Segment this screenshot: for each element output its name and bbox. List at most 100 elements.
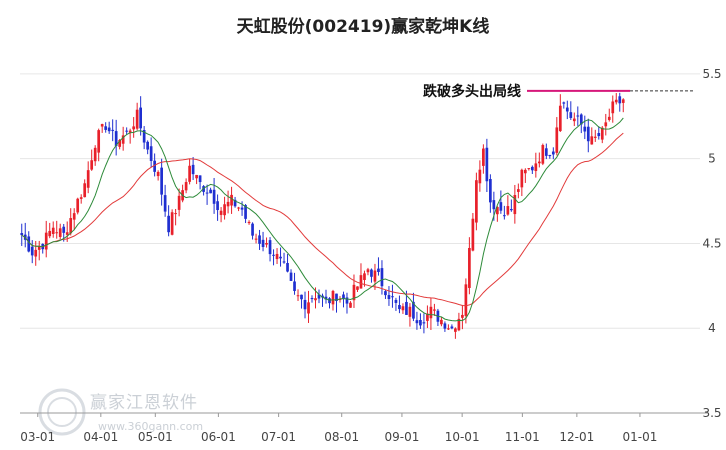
candle-body	[160, 167, 163, 195]
candle-body	[342, 294, 345, 299]
candle-body	[513, 195, 517, 215]
watermark-logo-icon	[38, 388, 86, 436]
watermark-url: www.360gann.com	[98, 420, 203, 433]
ma-long-line	[21, 132, 624, 307]
candle-body	[401, 306, 405, 311]
candle-body	[135, 109, 139, 129]
candle-body	[398, 305, 401, 310]
watermark-brand: 赢家江恩软件	[90, 393, 198, 413]
candle-body	[300, 294, 303, 300]
y-axis-ticks: 3.5 4 4.5 5 5.5	[702, 67, 721, 420]
candle-body	[405, 301, 408, 315]
candle-body	[314, 298, 317, 301]
annotation-group: 跌破多头出局线	[423, 83, 694, 100]
candle-body	[146, 141, 149, 150]
candle-body	[275, 253, 279, 260]
candle-body	[516, 189, 520, 192]
candle-body	[415, 320, 419, 324]
candle-body	[69, 218, 73, 234]
candle-body	[86, 170, 90, 188]
candle-body	[352, 284, 356, 301]
candle-body	[303, 299, 307, 310]
y-tick-label: 3.5	[702, 406, 721, 420]
candle-body	[569, 112, 573, 118]
candle-body	[523, 169, 527, 174]
candle-body	[555, 127, 559, 153]
candle-body	[370, 269, 373, 277]
candle-body	[408, 306, 412, 317]
candle-body	[579, 114, 583, 125]
candle-body	[614, 99, 618, 103]
annotation-label: 跌破多头出局线	[423, 83, 521, 100]
candle-body	[37, 246, 41, 250]
candle-body	[387, 295, 391, 300]
candle-body	[597, 133, 601, 137]
candle-body	[433, 309, 436, 311]
candle-body	[485, 147, 489, 182]
candle-body	[184, 182, 188, 191]
candle-body	[230, 194, 233, 206]
candle-body	[443, 323, 447, 329]
candle-body	[471, 218, 475, 251]
candle-body	[104, 126, 108, 130]
candle-body	[121, 135, 125, 144]
ma-short-line	[21, 117, 624, 322]
candle-body	[412, 301, 415, 319]
x-tick-label: 06-01	[201, 430, 236, 444]
candle-body	[125, 130, 129, 132]
candle-body	[128, 130, 132, 133]
candle-body	[282, 261, 286, 263]
candle-body	[324, 296, 328, 300]
watermark: 赢家江恩软件 www.360gann.com	[38, 388, 203, 436]
candle-body	[562, 102, 566, 104]
candle-body	[90, 160, 94, 170]
candle-body	[548, 154, 552, 157]
candle-body	[244, 205, 247, 219]
candle-body	[202, 186, 205, 192]
candle-body	[247, 221, 251, 224]
candle-body	[551, 151, 555, 155]
candle-body	[212, 189, 216, 204]
candle-body	[565, 107, 569, 112]
candle-body	[373, 270, 377, 282]
candle-body	[478, 169, 482, 184]
candle-body	[279, 256, 282, 259]
candle-body	[366, 269, 370, 273]
candle-body	[58, 228, 62, 237]
candle-body	[454, 328, 457, 332]
y-tick-label: 4.5	[702, 236, 721, 250]
candle-body	[114, 131, 118, 146]
candle-body	[258, 235, 261, 244]
candle-body	[100, 124, 104, 127]
candle-body	[576, 115, 580, 117]
candle-body	[111, 129, 115, 131]
candle-body	[468, 247, 471, 288]
candle-body	[590, 136, 594, 145]
candle-body	[317, 294, 321, 299]
candle-body	[265, 242, 268, 245]
candle-body	[20, 233, 24, 236]
x-tick-label: 07-01	[261, 430, 296, 444]
x-tick-label: 08-01	[324, 430, 359, 444]
candle-body	[240, 207, 244, 210]
candle-body	[251, 223, 254, 236]
candle-body	[440, 319, 443, 325]
candle-body	[583, 126, 587, 132]
candle-body	[27, 236, 31, 252]
candle-body	[377, 268, 380, 272]
candle-body	[492, 200, 496, 210]
x-axis-ticks: 03-01 04-01 05-01 06-01 07-01 08-01 09-01 10-01…	[20, 413, 657, 444]
candle-body	[503, 215, 506, 217]
candle-body	[394, 299, 398, 303]
candle-body	[142, 130, 146, 143]
candle-body	[83, 183, 87, 198]
candle-body	[331, 290, 335, 305]
candle-body	[621, 99, 625, 103]
candle-body	[363, 273, 366, 280]
candle-body	[170, 212, 174, 235]
candle-body	[65, 232, 69, 235]
candle-body	[499, 202, 503, 211]
candle-body	[345, 297, 349, 304]
candle-body	[93, 147, 97, 162]
